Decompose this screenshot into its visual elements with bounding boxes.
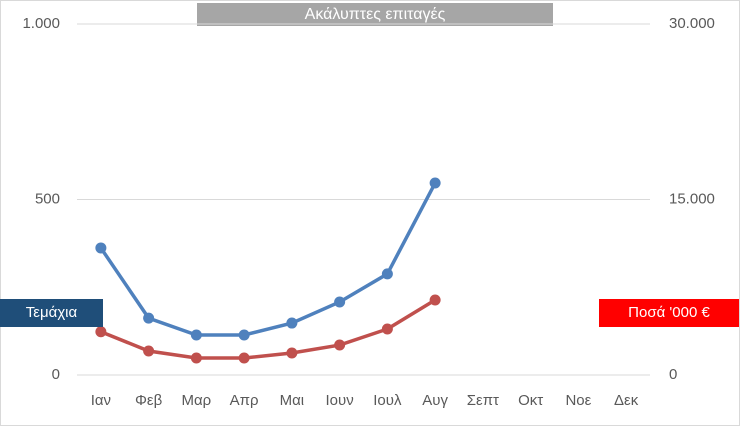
x-tick-label: Νοε — [565, 392, 591, 409]
y-tick-label: 1.000 — [22, 15, 60, 32]
data-point — [429, 294, 441, 306]
data-point — [286, 317, 298, 329]
x-tick-label: Δεκ — [614, 392, 639, 409]
x-tick-label: Ιουν — [326, 392, 354, 409]
series-line — [99, 182, 437, 337]
data-point — [381, 268, 393, 280]
x-tick-label: Φεβ — [135, 392, 163, 409]
data-point — [238, 329, 250, 341]
x-tick-label: Απρ — [230, 392, 259, 409]
data-point — [95, 326, 107, 338]
y2-tick-label: 30.000 — [669, 15, 715, 32]
data-point — [286, 347, 298, 359]
data-point — [334, 296, 346, 308]
data-point — [190, 352, 202, 364]
legend-label: Τεμάχια — [26, 304, 78, 321]
y-tick-label: 0 — [52, 366, 60, 383]
y2-tick-label: 15.000 — [669, 190, 715, 207]
data-point — [143, 312, 155, 324]
title-band — [197, 3, 553, 26]
data-point — [95, 242, 107, 254]
x-tick-label: Ιαν — [91, 392, 111, 409]
x-tick-label: Ιουλ — [373, 392, 402, 409]
legend-label: Ποσά '000 € — [628, 304, 710, 321]
x-tick-label: Μαρ — [182, 392, 212, 409]
legend-box — [0, 299, 103, 327]
x-tick-label: Μαι — [280, 392, 305, 409]
legend-box — [599, 299, 739, 327]
x-tick-label: Αυγ — [422, 392, 448, 409]
data-point — [429, 177, 441, 189]
data-point — [143, 345, 155, 357]
y2-tick-label: 0 — [669, 366, 677, 383]
chart-title: Ακάλυπτες επιταγές — [305, 6, 446, 23]
data-point — [334, 339, 346, 351]
x-tick-label: Οκτ — [518, 392, 543, 409]
data-point — [238, 352, 250, 364]
data-point — [381, 323, 393, 335]
series-line — [100, 298, 437, 360]
x-tick-label: Σεπτ — [467, 392, 499, 409]
y-tick-label: 500 — [35, 190, 60, 207]
data-point — [190, 329, 202, 341]
